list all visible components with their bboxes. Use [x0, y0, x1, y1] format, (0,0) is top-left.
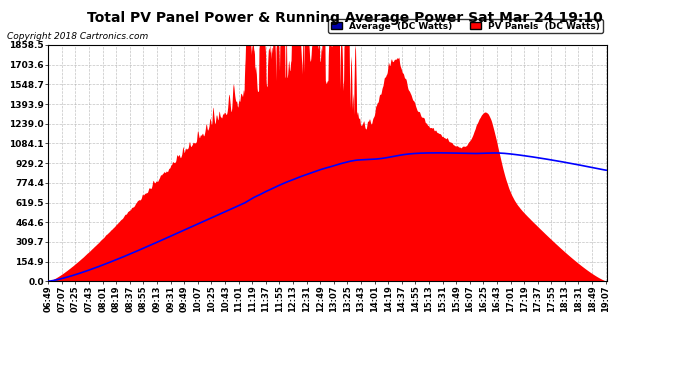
Legend: Average  (DC Watts), PV Panels  (DC Watts): Average (DC Watts), PV Panels (DC Watts): [328, 19, 602, 33]
Text: Copyright 2018 Cartronics.com: Copyright 2018 Cartronics.com: [7, 32, 148, 41]
Text: Total PV Panel Power & Running Average Power Sat Mar 24 19:10: Total PV Panel Power & Running Average P…: [87, 11, 603, 25]
